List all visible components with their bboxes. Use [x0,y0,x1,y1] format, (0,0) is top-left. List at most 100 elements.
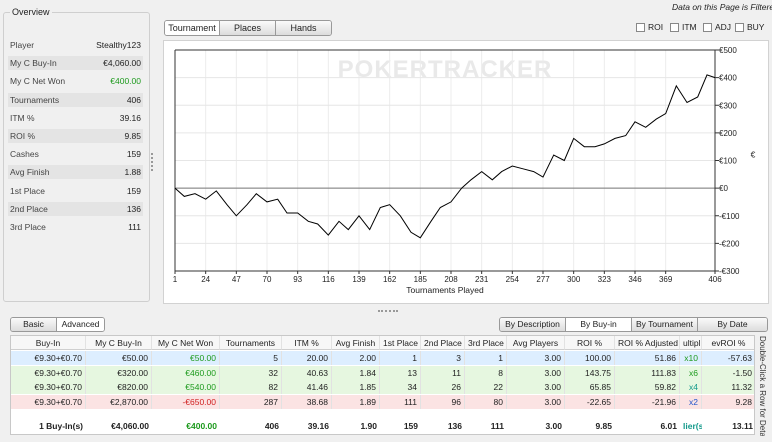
table-row[interactable]: €9.30+€0.70 €820.00 €540.00 82 41.46 1.85 34 26… [11,380,754,394]
column-header[interactable]: Buy-In [11,336,86,350]
table-cell: 3.00 [507,380,565,394]
x-tick-label: 300 [567,275,581,284]
table-cell: -57.63 [702,351,754,365]
table-cell: 3.00 [545,421,562,431]
table-cell: €4,060.00 [111,421,149,431]
side-hint-text: Double-Click a Row for Details [758,336,767,436]
overview-label: Cashes [10,149,39,160]
table-cell: 3.00 [507,351,565,365]
column-header[interactable]: My C Net Won [152,336,220,350]
table-cell: 13 [380,365,421,380]
profit-chart: POKERTRACKER 1 24 47 70 93 116 139 162 185 208 231 2… [163,40,769,304]
table-cell: 1.89 [332,394,380,409]
table-cell: 100.00 [565,351,615,365]
x-tick-label: 162 [383,275,397,284]
overview-row: 2nd Place 136 [8,201,143,216]
adj-checkbox[interactable]: ADJ [703,22,731,32]
tab-places[interactable]: Places [220,21,276,35]
column-header[interactable]: Avg Players [507,336,565,350]
column-header[interactable]: ROI % [565,336,615,350]
grouping-buttons: By Description By Buy-in By Tournament B… [499,317,768,332]
table-cell: 159 [403,421,418,431]
table-cell: 22 [465,380,507,394]
column-header[interactable]: ROI % Adjusted [615,336,680,350]
itm-checkbox[interactable]: ITM [670,22,697,32]
overview-label: My C Net Won [10,76,66,87]
checkbox-box[interactable] [670,22,679,32]
table-cell: 26 [421,380,465,394]
chart-canvas: POKERTRACKER 1 24 47 70 93 116 139 162 185 208 231 2… [173,46,756,295]
column-header[interactable]: 1st Place [380,336,421,350]
table-cell: 8 [465,365,507,380]
table-cell: €320.00 [86,365,152,380]
table-cell: 96 [421,394,465,409]
y-tick-label: €200 [719,129,737,138]
roi-checkbox[interactable]: ROI [636,22,663,32]
checkbox-box[interactable] [703,22,712,32]
table-cell: 3.00 [507,394,565,409]
y-tick-label: €100 [719,157,737,166]
tab-tournament[interactable]: Tournament [165,21,220,35]
overview-label: ROI % [10,131,36,141]
overview-label: 3rd Place [10,222,46,232]
overview-title: Overview [10,7,52,17]
y-tick-label: €500 [719,46,737,55]
overview-value: 159 [126,149,141,160]
table-cell: 1 Buy-In(s) [39,421,83,431]
overview-row: Player Stealthy123 [8,38,143,52]
overview-value: 39.16 [119,112,141,123]
tab-hands[interactable]: Hands [276,21,331,35]
chart-tabs: Tournament Places Hands [164,20,332,36]
x-tick-label: 1 [173,275,178,284]
column-header[interactable]: 2nd Place [421,336,465,350]
table-cell: lier(s) [683,421,702,431]
results-table: Buy-In My C Buy-In My C Net Won Tournaments… [10,335,755,435]
vertical-splitter[interactable] [151,153,153,171]
column-header[interactable]: evROI % [702,336,754,350]
table-cell: 9.85 [595,421,612,431]
table-cell: 1.85 [332,380,380,394]
column-header[interactable]: ITM % [282,336,332,350]
roi-label: ROI [648,22,664,32]
column-header[interactable]: 3rd Place [465,336,507,350]
table-row[interactable]: €9.30+€0.70 €320.00 €460.00 32 40.63 1.84 13 11… [11,365,754,380]
table-cell: 111 [490,421,504,431]
table-cell: 34 [380,380,421,394]
x-tick-label: 406 [708,275,722,284]
table-cell: 82 [220,380,282,394]
overview-value: Stealthy123 [96,40,141,50]
net-won-series-line [174,74,716,239]
column-header[interactable]: Tournaments [220,336,282,350]
overview-label: My C Buy-In [10,58,57,69]
buy-checkbox[interactable]: BUY [735,22,764,32]
tab-basic[interactable]: Basic [11,318,57,331]
overview-row: Cashes 159 [8,147,143,161]
x-tick-label: 185 [414,275,428,284]
column-header[interactable]: ultipli [680,336,702,350]
overview-label: Player [10,40,35,50]
x-axis-title: Tournaments Played [406,285,484,295]
table-cell: 111.83 [615,365,680,380]
by-buyin-button[interactable]: By Buy-in [566,318,632,331]
table-cell: 1 [380,351,421,365]
by-tournament-button[interactable]: By Tournament [632,318,698,331]
by-date-button[interactable]: By Date [698,318,767,331]
itm-label: ITM [682,22,697,32]
table-cell: 136 [447,421,462,431]
table-cell: x2 [680,394,702,409]
column-header[interactable]: My C Buy-In [86,336,152,350]
x-tick-label: 24 [201,275,210,284]
table-cell: x6 [680,365,702,380]
table-row[interactable]: €9.30+€0.70 €50.00 €50.00 5 20.00 2.00 1 3 1 3.00… [11,351,754,365]
tab-advanced[interactable]: Advanced [57,318,104,331]
checkbox-box[interactable] [636,22,645,32]
table-row[interactable]: €9.30+€0.70 €2,870.00 -€650.00 287 38.68 1.89… [11,394,754,409]
table-cell: 1.90 [360,421,377,431]
table-cell: 39.16 [307,421,329,431]
by-description-button[interactable]: By Description [500,318,566,331]
horizontal-splitter[interactable] [378,310,398,312]
checkbox-box[interactable] [735,22,744,32]
table-total-row[interactable]: 1 Buy-In(s) €4,060.00 €400.00 406 39.16 1.90 1… [11,419,754,433]
column-header[interactable]: Avg Finish [332,336,380,350]
overview-label: 2nd Place [10,203,48,214]
